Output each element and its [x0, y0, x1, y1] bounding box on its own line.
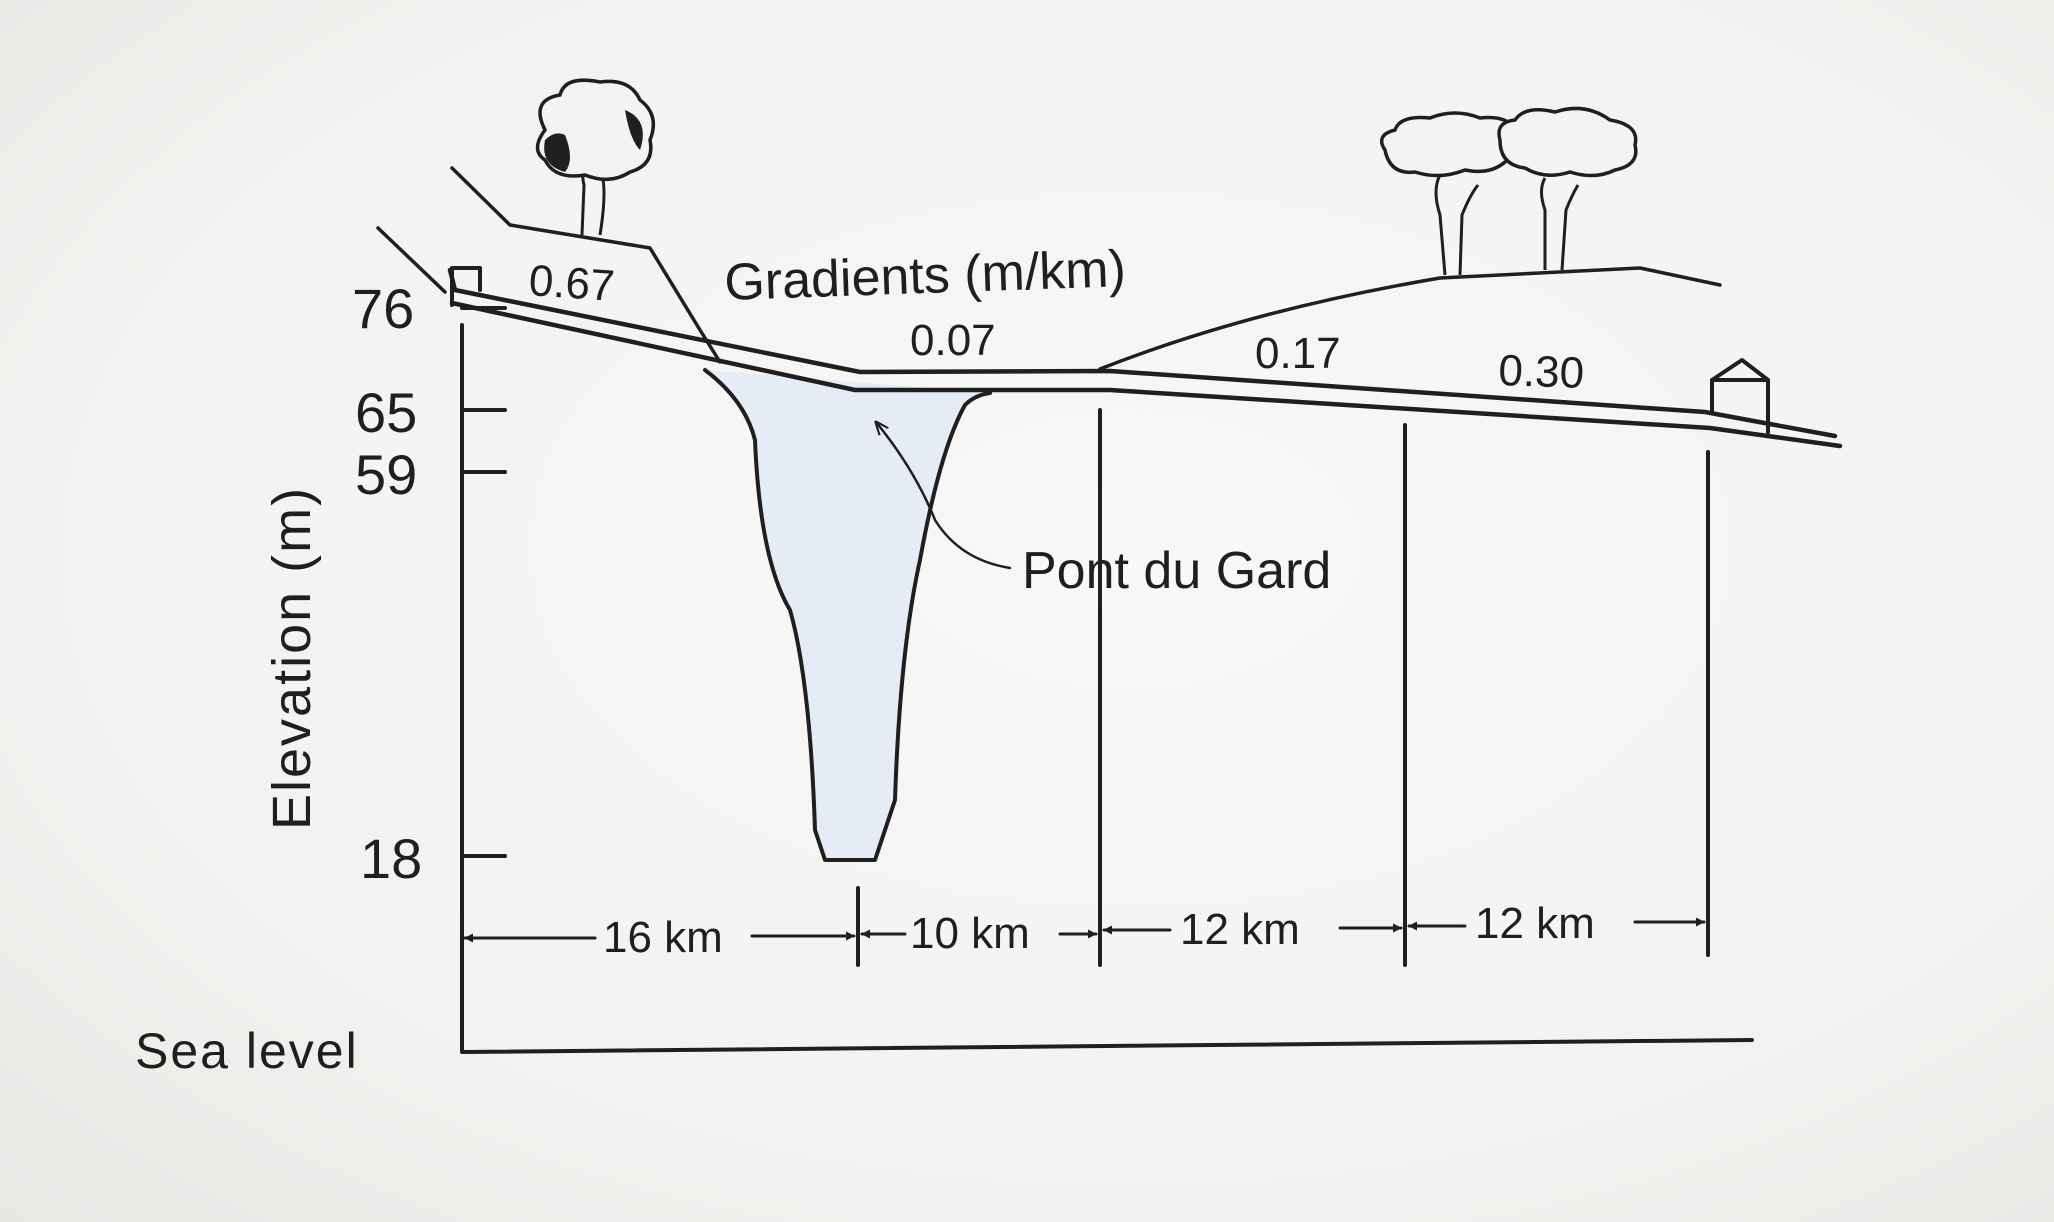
gradient-label-1: 0.67 [527, 256, 616, 311]
sea-level-label: Sea level [135, 1023, 359, 1079]
elevation-label-59: 59 [355, 443, 417, 506]
gradient-label-2: 0.07 [910, 316, 996, 365]
tree-right-2 [1497, 106, 1638, 271]
gradients-title: Gradients (m/km) [723, 240, 1126, 312]
aqueduct-channel-bottom [449, 300, 1843, 449]
sea-level-line [460, 1038, 1754, 1054]
aqueduct-channel-top [447, 267, 1838, 439]
elevation-label-18: 18 [360, 827, 422, 890]
tree-left [535, 78, 656, 236]
gradient-label-4: 0.30 [1498, 346, 1585, 398]
distance-label-1: 16 km [603, 913, 723, 962]
elevation-label-65: 65 [355, 381, 417, 444]
elevation-label-76: 76 [352, 277, 414, 340]
source-structure [450, 266, 482, 307]
gradient-label-3: 0.17 [1255, 329, 1341, 378]
destination-house [1710, 358, 1770, 434]
elevation-axis-label: Elevation (m) [262, 486, 322, 830]
distance-label-3: 12 km [1180, 905, 1300, 954]
pont-du-gard-label: Pont du Gard [1022, 542, 1331, 600]
left-slope-line [376, 226, 447, 294]
valley-shape [703, 368, 992, 862]
right-hill [1098, 266, 1722, 371]
distance-label-2: 10 km [910, 909, 1030, 958]
distance-label-4: 12 km [1475, 899, 1595, 948]
tree-right-1 [1379, 111, 1521, 276]
callout-leader [876, 422, 1012, 570]
